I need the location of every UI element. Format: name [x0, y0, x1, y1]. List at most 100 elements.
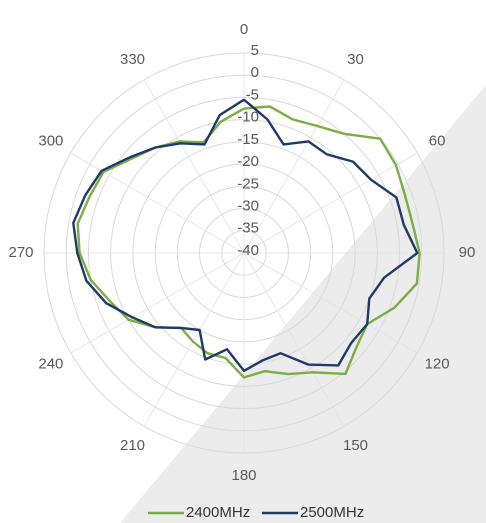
radial-tick-label: -25 [237, 175, 259, 192]
radial-tick-label: -30 [237, 198, 259, 215]
data-point [78, 252, 81, 254]
grid-spoke [70, 252, 245, 354]
data-point [206, 352, 209, 355]
data-point [84, 194, 87, 197]
angle-tick-label: 0 [240, 21, 248, 38]
data-point [218, 114, 221, 116]
data-point [154, 326, 157, 329]
data-point [343, 132, 345, 135]
data-point [263, 370, 266, 373]
data-point [102, 171, 105, 173]
angle-tick-label: 30 [347, 51, 364, 68]
data-point [416, 252, 419, 254]
data-point [287, 373, 289, 375]
data-point [282, 143, 285, 146]
series-lines [72, 98, 421, 379]
data-point [269, 105, 271, 108]
angle-tick-label: 300 [38, 132, 63, 149]
data-point [307, 363, 310, 366]
data-point [204, 358, 207, 361]
radial-axis-labels: 5 0 -5 -10 -15 -20 -25 -30 -35 -40 [237, 42, 259, 259]
legend-label: 2500MHz [300, 504, 364, 521]
data-point [368, 297, 371, 300]
radial-tick-label: 0 [251, 64, 259, 81]
grid-spokes [44, 53, 444, 453]
data-point [402, 223, 405, 226]
data-point [76, 252, 79, 254]
data-point [131, 316, 134, 319]
grid-spoke [143, 252, 245, 427]
radial-tick-label: -35 [237, 220, 259, 237]
data-point [129, 156, 131, 159]
data-point [76, 222, 79, 225]
grid-spoke [143, 79, 245, 254]
data-point [393, 306, 396, 309]
data-point [411, 222, 414, 225]
data-point [370, 178, 372, 181]
data-point [88, 195, 91, 198]
angle-tick-label: 270 [8, 244, 33, 261]
data-point [279, 352, 282, 355]
data-point [350, 342, 353, 344]
data-point [307, 140, 310, 143]
data-point [105, 302, 108, 305]
radial-tick-label: -5 [246, 86, 259, 103]
angle-tick-label: 330 [120, 51, 145, 68]
radial-tick-label: 5 [251, 42, 259, 59]
angle-tick-label: 240 [38, 355, 63, 372]
data-point [344, 373, 347, 375]
data-point [243, 376, 245, 379]
data-point [403, 193, 406, 196]
radial-tick-label: -40 [237, 242, 259, 259]
data-point [226, 348, 228, 351]
legend: 2400MHz 2500MHz [148, 504, 364, 521]
radial-tick-label: -20 [237, 153, 259, 170]
data-point [127, 318, 130, 321]
data-point [418, 252, 421, 254]
data-point [291, 118, 294, 121]
data-point [355, 346, 358, 349]
data-point [395, 196, 398, 199]
data-point [100, 169, 103, 172]
angle-tick-label: 120 [425, 355, 450, 372]
radial-tick-label: -10 [237, 109, 259, 126]
data-point [379, 137, 382, 140]
data-point [192, 340, 194, 343]
grid-spoke [243, 152, 418, 254]
data-point [198, 329, 201, 331]
data-point [180, 327, 183, 329]
angle-tick-label: 60 [429, 132, 446, 149]
data-point [243, 98, 245, 101]
data-point [337, 364, 340, 367]
data-point [243, 369, 245, 372]
data-point [352, 160, 354, 163]
grid-spoke [243, 252, 418, 354]
data-point [266, 118, 269, 121]
data-point [154, 146, 157, 149]
grid-spoke [243, 252, 345, 427]
radial-tick-label: -15 [237, 131, 259, 148]
data-point [243, 107, 245, 110]
data-point [366, 323, 369, 325]
angle-tick-label: 90 [459, 244, 476, 261]
data-point [85, 279, 88, 282]
grid-spoke [243, 79, 345, 254]
grid-spoke [70, 152, 245, 254]
data-point [395, 164, 397, 167]
data-point [416, 282, 418, 285]
data-point [109, 300, 112, 303]
data-point [224, 357, 227, 359]
data-point [262, 359, 264, 362]
data-point [383, 276, 385, 279]
data-point [179, 142, 182, 145]
angle-axis-labels: 0 30 60 90 120 150 180 210 240 270 300 330 [8, 21, 475, 484]
data-point [316, 125, 319, 127]
angle-tick-label: 150 [343, 437, 368, 454]
data-point [178, 140, 181, 143]
data-point [325, 153, 328, 156]
data-point [130, 157, 133, 160]
data-point [203, 143, 206, 146]
legend-label: 2400MHz [186, 504, 250, 521]
background-shade [120, 85, 486, 523]
